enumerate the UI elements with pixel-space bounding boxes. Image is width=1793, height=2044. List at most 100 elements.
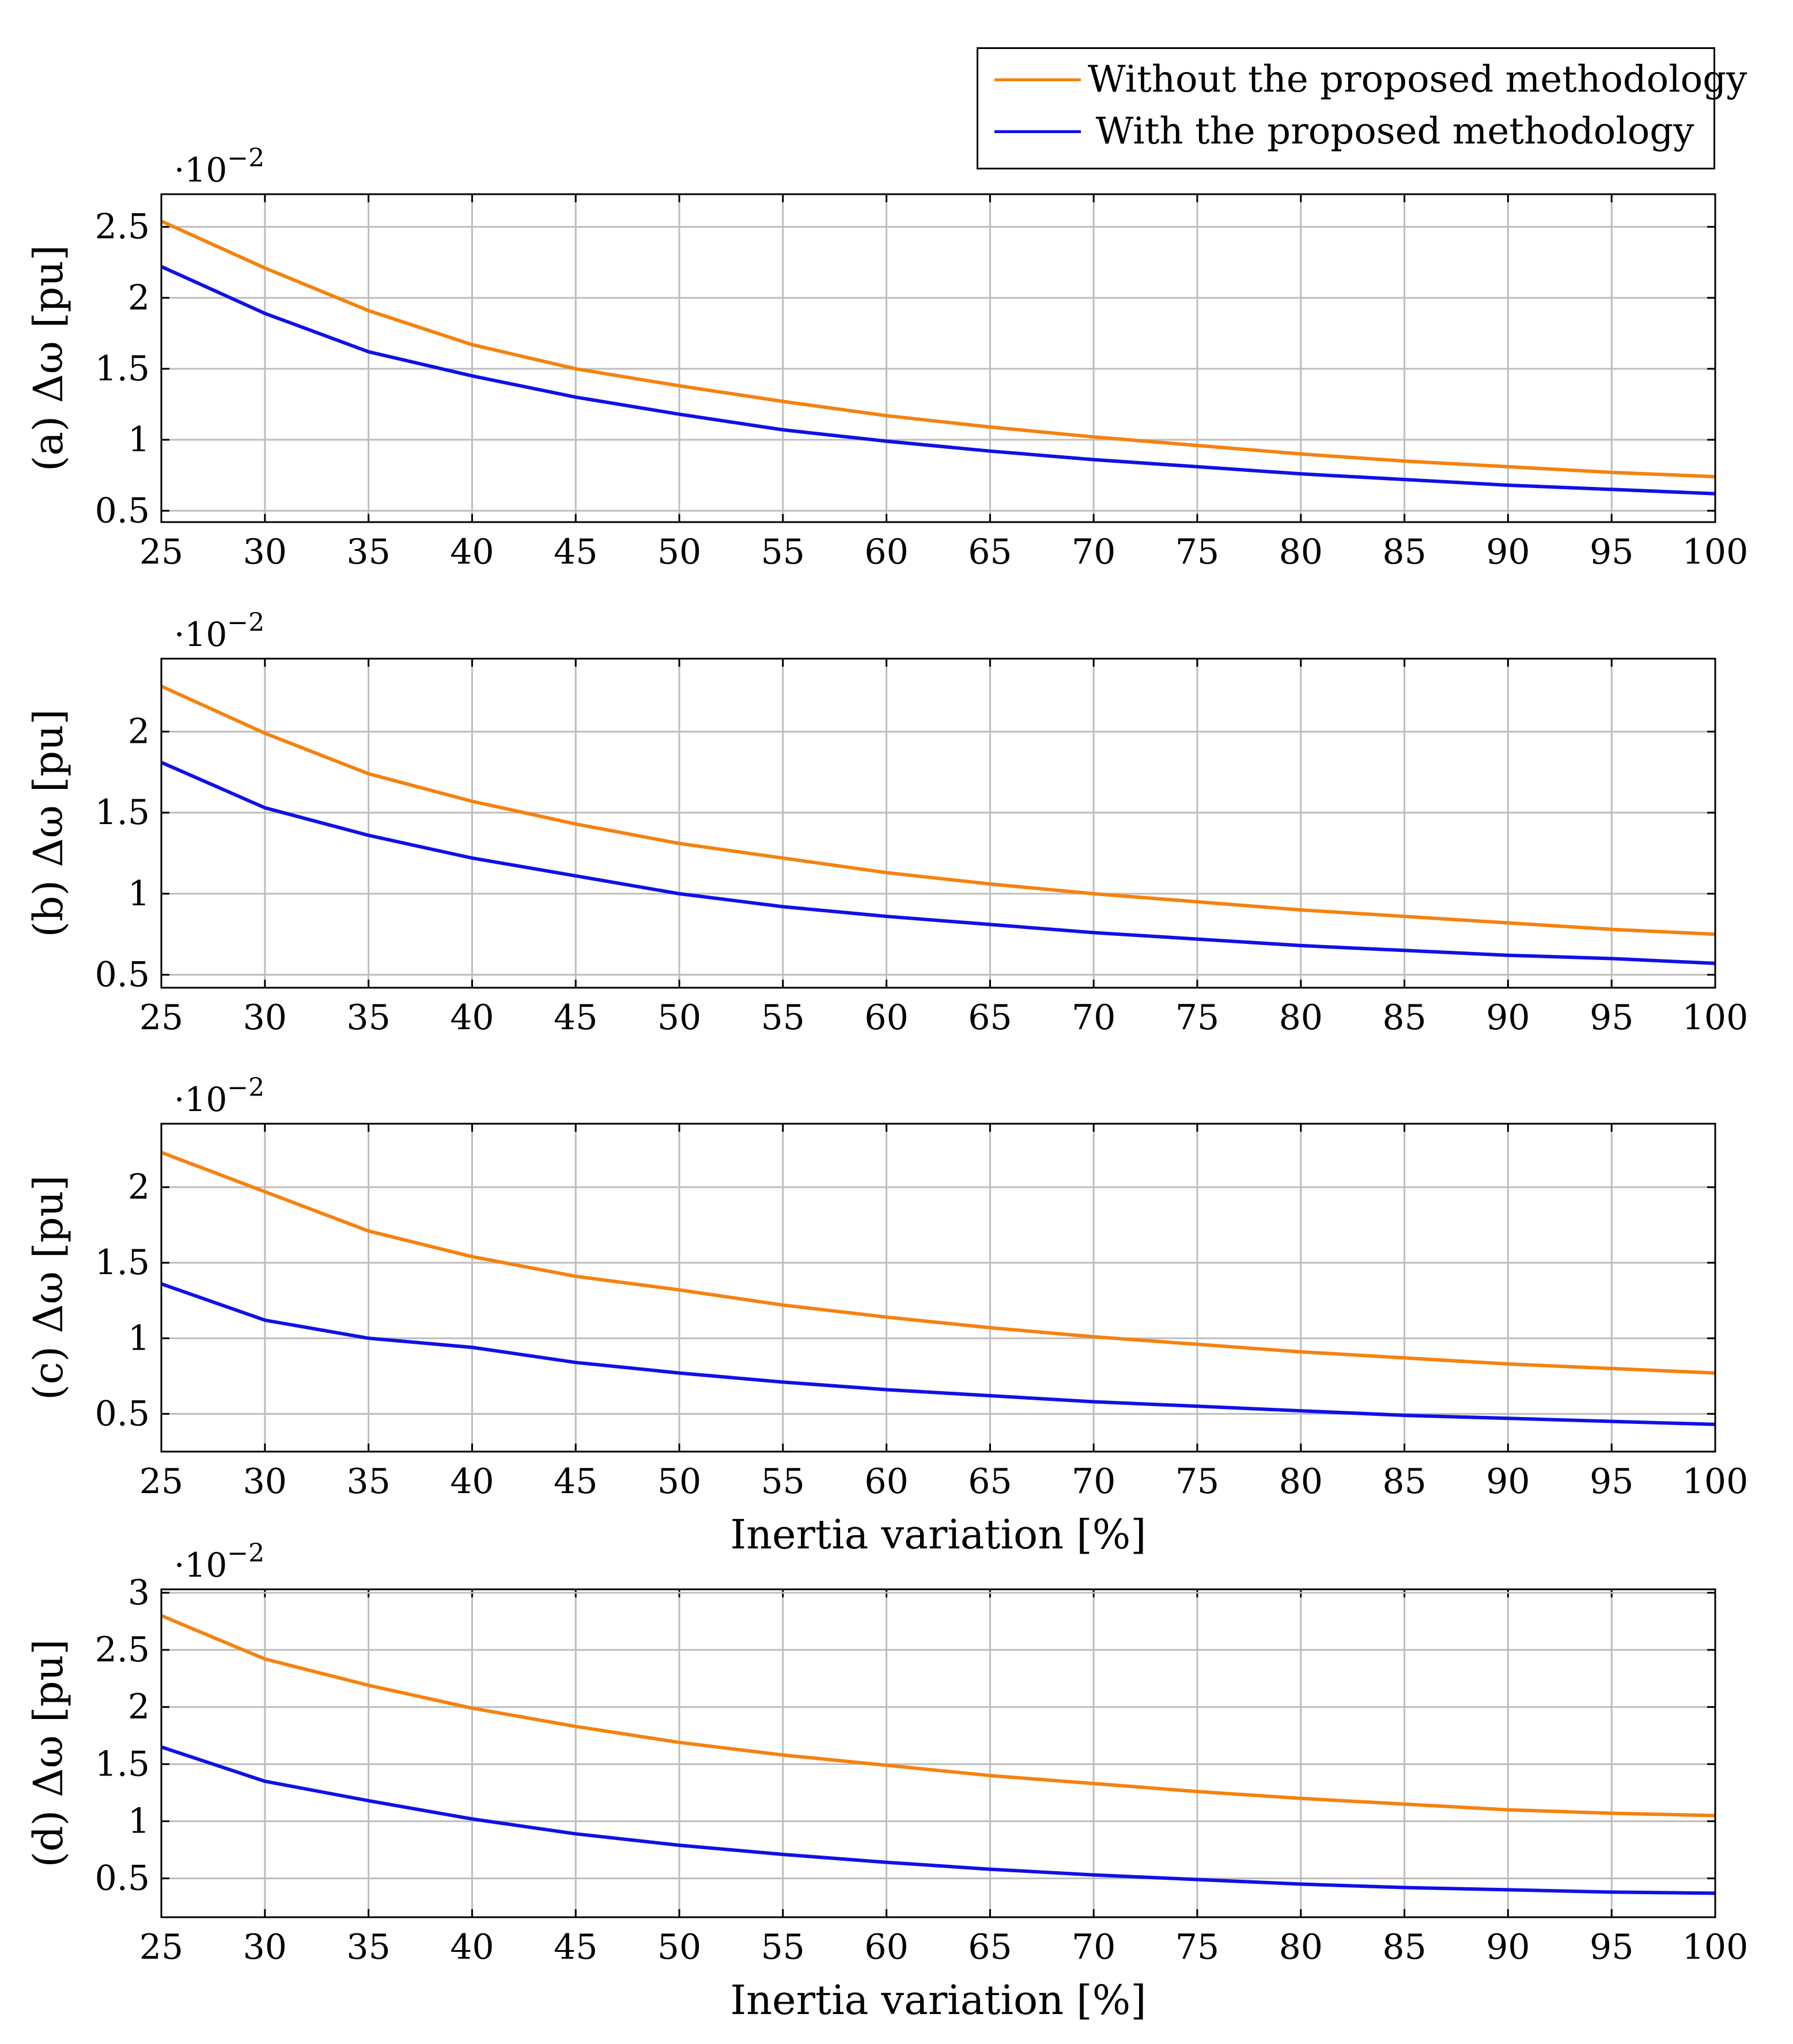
series-line-with bbox=[160, 761, 1716, 965]
x-tick-label: 100 bbox=[1682, 1461, 1749, 1502]
y-tick-label: 1.5 bbox=[95, 349, 150, 389]
x-tick-label: 75 bbox=[1175, 532, 1219, 572]
x-tick-label: 90 bbox=[1486, 1927, 1530, 1967]
chart-panel-d: 25 30 35 40 45 50 55 60 65 70 75 80 85 90 95 100 0.5 1 1.5… bbox=[25, 1539, 1748, 2024]
x-tick-label: 70 bbox=[1072, 1461, 1115, 1502]
x-tick-label: 100 bbox=[1682, 532, 1749, 572]
x-tick-label: 85 bbox=[1382, 532, 1426, 572]
y-axis-label: (b) Δω [pu] bbox=[25, 709, 72, 937]
x-tick-label: 65 bbox=[968, 1461, 1012, 1502]
x-tick-label: 95 bbox=[1590, 1927, 1633, 1967]
series-line-without bbox=[160, 1614, 1716, 1818]
x-tick-label: 65 bbox=[968, 998, 1012, 1038]
legend: Without the proposed methodology With th… bbox=[977, 47, 1747, 169]
x-tick-label: 30 bbox=[243, 1461, 287, 1502]
legend-swatch-with bbox=[994, 130, 1081, 133]
series-line-with bbox=[161, 1282, 1716, 1426]
y-tick-label: 1 bbox=[128, 1318, 150, 1358]
y-tick-label: 0.5 bbox=[95, 1858, 150, 1899]
plot-frame bbox=[160, 1588, 1716, 1918]
x-tick-label: 80 bbox=[1279, 998, 1323, 1038]
x-tick-label: 95 bbox=[1590, 1461, 1633, 1502]
x-tick-label: 60 bbox=[864, 1927, 908, 1967]
y-tick-label: 0.5 bbox=[95, 1393, 150, 1434]
x-tick-label: 60 bbox=[864, 1461, 908, 1502]
x-tick-label: 55 bbox=[761, 1927, 805, 1967]
x-tick-label: 40 bbox=[450, 1927, 494, 1967]
chart-panel-a: 25 30 35 40 45 50 55 60 65 70 75 80 85 90 95 100 0.5 1 1.5… bbox=[25, 143, 1748, 572]
series-line-with bbox=[161, 1745, 1716, 1895]
axis-multiplier: ·10−2 bbox=[174, 608, 264, 654]
x-tick-label: 45 bbox=[554, 1927, 597, 1967]
legend-label-with: With the proposed methodology bbox=[1095, 110, 1694, 153]
x-tick-label: 100 bbox=[1682, 1927, 1749, 1967]
x-tick-label: 25 bbox=[139, 998, 183, 1038]
y-tick-label: 1.5 bbox=[95, 792, 150, 833]
x-tick-label: 55 bbox=[761, 1461, 805, 1502]
x-tick-label: 85 bbox=[1382, 1927, 1426, 1967]
x-tick-label: 30 bbox=[243, 1927, 287, 1967]
series-line-with bbox=[160, 265, 1716, 496]
y-axis-label: (a) Δω [pu] bbox=[25, 245, 72, 471]
plot-frame bbox=[160, 658, 1716, 989]
x-tick-label: 55 bbox=[761, 532, 805, 572]
x-tick-label: 70 bbox=[1072, 1927, 1115, 1967]
x-tick-label: 30 bbox=[243, 532, 287, 572]
y-tick-label: 2.5 bbox=[95, 1630, 150, 1670]
plot-frame bbox=[160, 1123, 1716, 1453]
y-axis-label: (d) Δω [pu] bbox=[25, 1639, 72, 1867]
series-line-without bbox=[160, 220, 1716, 479]
y-tick-label: 1 bbox=[128, 1801, 150, 1841]
x-tick-label: 85 bbox=[1382, 1461, 1426, 1502]
x-tick-label: 65 bbox=[968, 1927, 1012, 1967]
x-tick-label: 90 bbox=[1486, 998, 1530, 1038]
legend-item-without: Without the proposed methodology bbox=[978, 54, 1747, 105]
y-tick-label: 0.5 bbox=[95, 954, 150, 995]
y-tick-label: 2 bbox=[128, 1167, 150, 1207]
x-tick-label: 40 bbox=[450, 532, 494, 572]
x-tick-label: 85 bbox=[1382, 998, 1426, 1038]
y-tick-label: 1 bbox=[128, 420, 150, 460]
x-tick-label: 25 bbox=[139, 1927, 183, 1967]
y-tick-label: 2 bbox=[128, 1687, 150, 1727]
x-tick-label: 30 bbox=[243, 998, 287, 1038]
x-tick-label: 50 bbox=[657, 998, 701, 1038]
x-axis-label: Inertia variation [%] bbox=[730, 1511, 1146, 1558]
x-tick-label: 80 bbox=[1279, 532, 1323, 572]
x-tick-label: 90 bbox=[1486, 1461, 1530, 1502]
legend-swatch-without bbox=[994, 78, 1081, 81]
x-tick-label: 75 bbox=[1175, 998, 1219, 1038]
y-tick-label: 1.5 bbox=[95, 1744, 150, 1784]
x-tick-label: 25 bbox=[139, 1461, 183, 1502]
x-tick-label: 80 bbox=[1279, 1927, 1323, 1967]
x-tick-label: 60 bbox=[864, 998, 908, 1038]
x-tick-label: 40 bbox=[450, 1461, 494, 1502]
legend-label-without: Without the proposed methodology bbox=[1088, 58, 1747, 101]
y-tick-label: 0.5 bbox=[95, 490, 150, 531]
x-tick-label: 70 bbox=[1072, 532, 1115, 572]
y-axis-label: (c) Δω [pu] bbox=[25, 1175, 72, 1400]
x-tick-label: 95 bbox=[1590, 532, 1633, 572]
series-line-without bbox=[160, 1150, 1716, 1375]
axis-multiplier: ·10−2 bbox=[174, 143, 264, 190]
y-tick-label: 2 bbox=[128, 712, 150, 752]
x-tick-label: 45 bbox=[554, 998, 597, 1038]
x-tick-label: 75 bbox=[1175, 1461, 1219, 1502]
x-tick-label: 60 bbox=[864, 532, 908, 572]
x-tick-label: 25 bbox=[139, 532, 183, 572]
x-tick-label: 35 bbox=[346, 1927, 390, 1967]
x-axis-label: Inertia variation [%] bbox=[730, 1977, 1146, 2024]
y-tick-label: 2 bbox=[128, 278, 150, 318]
x-tick-label: 50 bbox=[657, 1927, 701, 1967]
x-tick-label: 50 bbox=[657, 532, 701, 572]
x-tick-label: 35 bbox=[346, 998, 390, 1038]
plot-frame bbox=[160, 193, 1716, 523]
x-tick-label: 95 bbox=[1590, 998, 1633, 1038]
y-tick-label: 2.5 bbox=[95, 207, 150, 247]
series-line-without bbox=[160, 685, 1716, 936]
chart-panel-c: 25 30 35 40 45 50 55 60 65 70 75 80 85 90 95 100 0.5 1 1.5… bbox=[25, 1073, 1748, 1558]
x-tick-label: 90 bbox=[1486, 532, 1530, 572]
x-tick-label: 45 bbox=[554, 1461, 597, 1502]
x-tick-label: 50 bbox=[657, 1461, 701, 1502]
